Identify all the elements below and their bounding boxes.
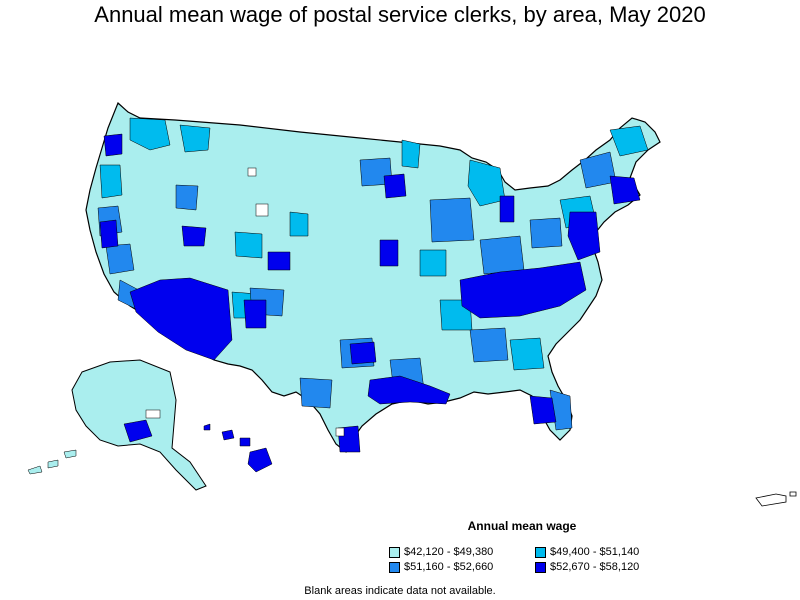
legend-item-mid-low: $49,400 - $51,140: [535, 546, 639, 558]
legend-label-low: $42,120 - $49,380: [404, 546, 494, 558]
map-title: Annual mean wage of postal service clerk…: [94, 2, 706, 27]
hawaii-islands: [203, 423, 273, 473]
legend-item-high: $52,670 - $58,120: [535, 561, 639, 573]
legend-swatch-mid-high: [389, 561, 400, 573]
regions-51160-52660: [97, 151, 617, 431]
legend-title: Annual mean wage: [467, 519, 577, 533]
legend-label-mid-low: $49,400 - $51,140: [550, 546, 640, 558]
puerto-rico-shape: [755, 491, 797, 507]
legend-swatch-low: [389, 546, 400, 558]
regions-49400-51140: [99, 117, 649, 371]
legend-swatch-high: [535, 561, 546, 573]
aleutian-islands: [27, 449, 77, 475]
legend-item-low: $42,120 - $49,380: [389, 546, 493, 558]
alaska-no-data-region: [145, 409, 161, 419]
alaska-high-region: [123, 419, 153, 443]
legend-label-mid-high: $51,160 - $52,660: [404, 561, 494, 573]
blank-areas-note: Blank areas indicate data not available.: [304, 585, 496, 597]
legend-swatch-mid-low: [535, 546, 546, 558]
regions-52670-58120: [99, 133, 641, 453]
legend-label-high: $52,670 - $58,120: [550, 561, 640, 573]
legend-item-mid-high: $51,160 - $52,660: [389, 561, 493, 573]
